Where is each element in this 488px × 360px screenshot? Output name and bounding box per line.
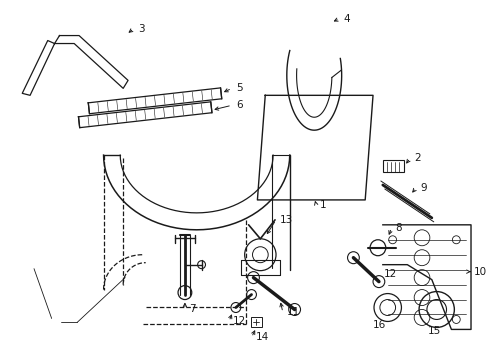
Text: 3: 3 xyxy=(138,24,144,33)
Text: 5: 5 xyxy=(235,84,242,93)
Text: 12: 12 xyxy=(232,316,245,327)
Text: 15: 15 xyxy=(427,327,441,336)
Bar xyxy=(250,318,262,328)
Text: 4: 4 xyxy=(343,14,349,24)
Text: 13: 13 xyxy=(279,215,293,225)
Text: 1: 1 xyxy=(320,200,326,210)
Text: 12: 12 xyxy=(383,269,396,279)
Text: 2: 2 xyxy=(413,153,420,163)
Text: 11: 11 xyxy=(286,307,300,318)
Text: 10: 10 xyxy=(473,267,486,276)
Text: 6: 6 xyxy=(235,100,242,110)
Text: 14: 14 xyxy=(255,332,268,342)
Bar xyxy=(382,160,404,172)
Text: 9: 9 xyxy=(419,183,426,193)
Text: 16: 16 xyxy=(372,320,386,330)
Text: 7: 7 xyxy=(188,305,195,315)
Text: 8: 8 xyxy=(395,223,401,233)
